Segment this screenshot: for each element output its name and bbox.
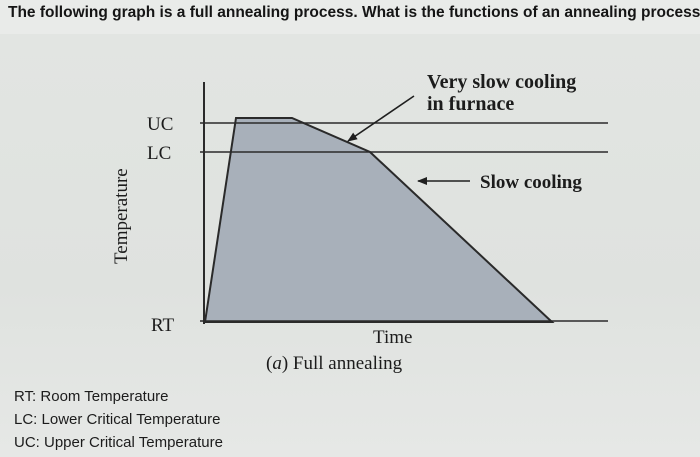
in-furnace-label: in furnace: [427, 93, 514, 115]
question-text: The following graph is a full annealing …: [8, 4, 700, 21]
legend-rt: RT: Room Temperature: [14, 388, 169, 405]
figure-caption: (a) Full annealing: [266, 353, 403, 374]
time-label: Time: [373, 327, 412, 348]
lc-label: LC: [147, 143, 171, 164]
temperature-label: Temperature: [111, 168, 132, 264]
rt-label: RT: [151, 315, 175, 336]
process-area: [203, 117, 555, 323]
uc-label: UC: [147, 114, 173, 135]
slow-cooling-label: Slow cooling: [480, 172, 582, 193]
very-slow-cooling-arrow: [347, 95, 415, 142]
legend-lc: LC: Lower Critical Temperature: [14, 411, 221, 428]
very-slow-cooling-label: Very slow cooling: [427, 71, 576, 93]
legend-uc: UC: Upper Critical Temperature: [14, 434, 223, 451]
